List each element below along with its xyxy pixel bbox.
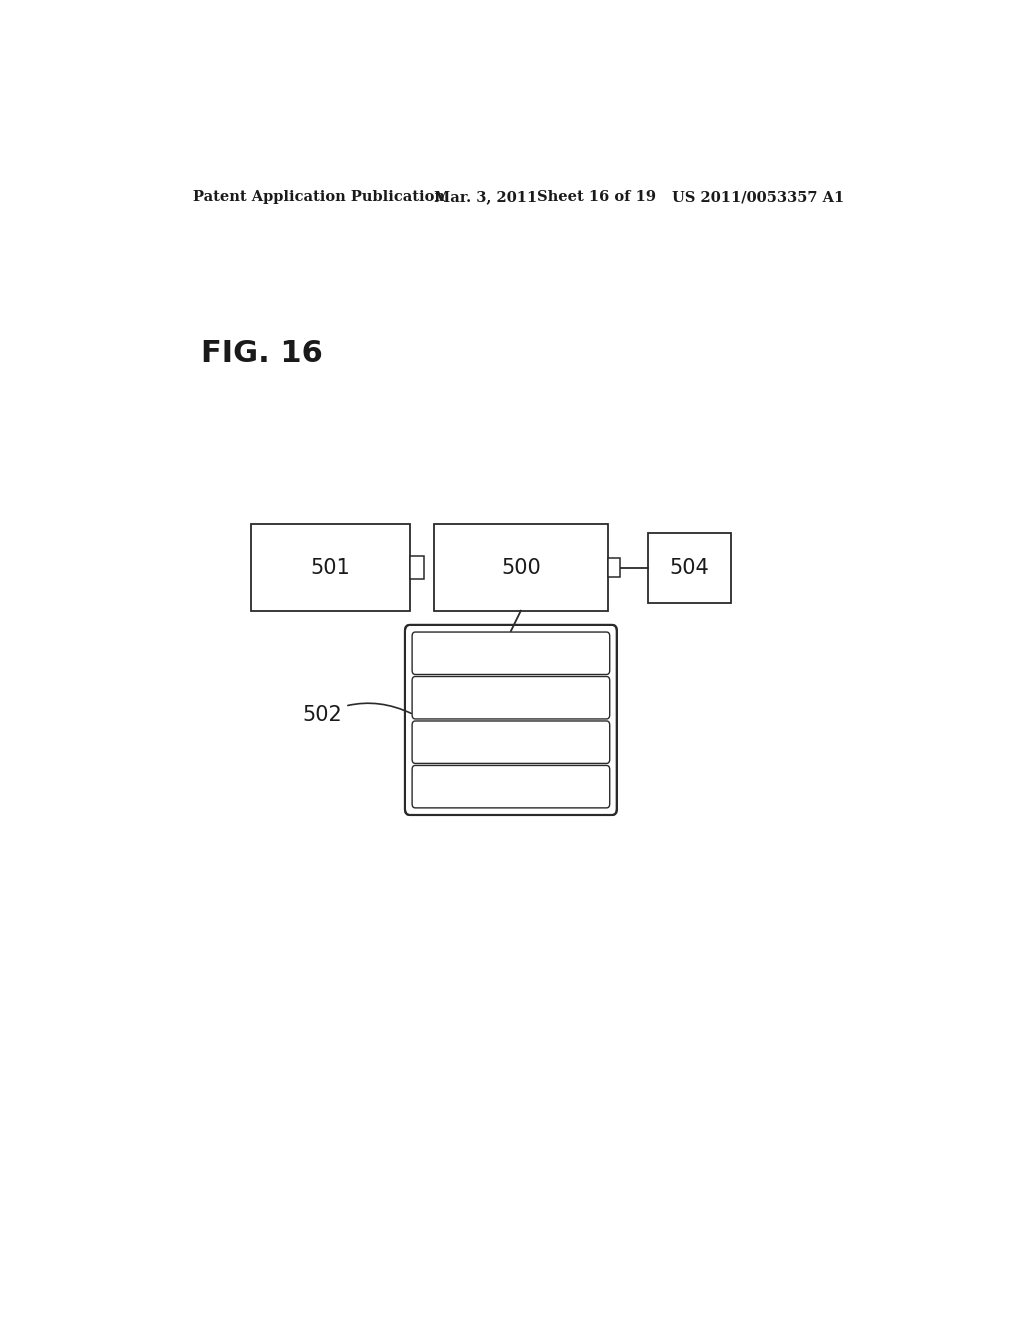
- Text: 501: 501: [310, 557, 350, 578]
- FancyBboxPatch shape: [404, 624, 616, 814]
- Bar: [648, 533, 731, 602]
- Text: Patent Application Publication: Patent Application Publication: [194, 190, 445, 205]
- FancyBboxPatch shape: [412, 677, 609, 719]
- Bar: [410, 556, 424, 578]
- Text: 502: 502: [303, 704, 412, 725]
- Bar: [433, 524, 608, 611]
- Text: 500: 500: [501, 557, 541, 578]
- Text: Sheet 16 of 19: Sheet 16 of 19: [537, 190, 655, 205]
- FancyBboxPatch shape: [412, 632, 609, 675]
- Text: FIG. 16: FIG. 16: [201, 339, 323, 368]
- FancyBboxPatch shape: [412, 766, 609, 808]
- Text: US 2011/0053357 A1: US 2011/0053357 A1: [672, 190, 844, 205]
- Bar: [251, 524, 410, 611]
- Text: 504: 504: [670, 558, 710, 578]
- FancyBboxPatch shape: [412, 721, 609, 763]
- Bar: [608, 558, 620, 577]
- Text: Mar. 3, 2011: Mar. 3, 2011: [433, 190, 537, 205]
